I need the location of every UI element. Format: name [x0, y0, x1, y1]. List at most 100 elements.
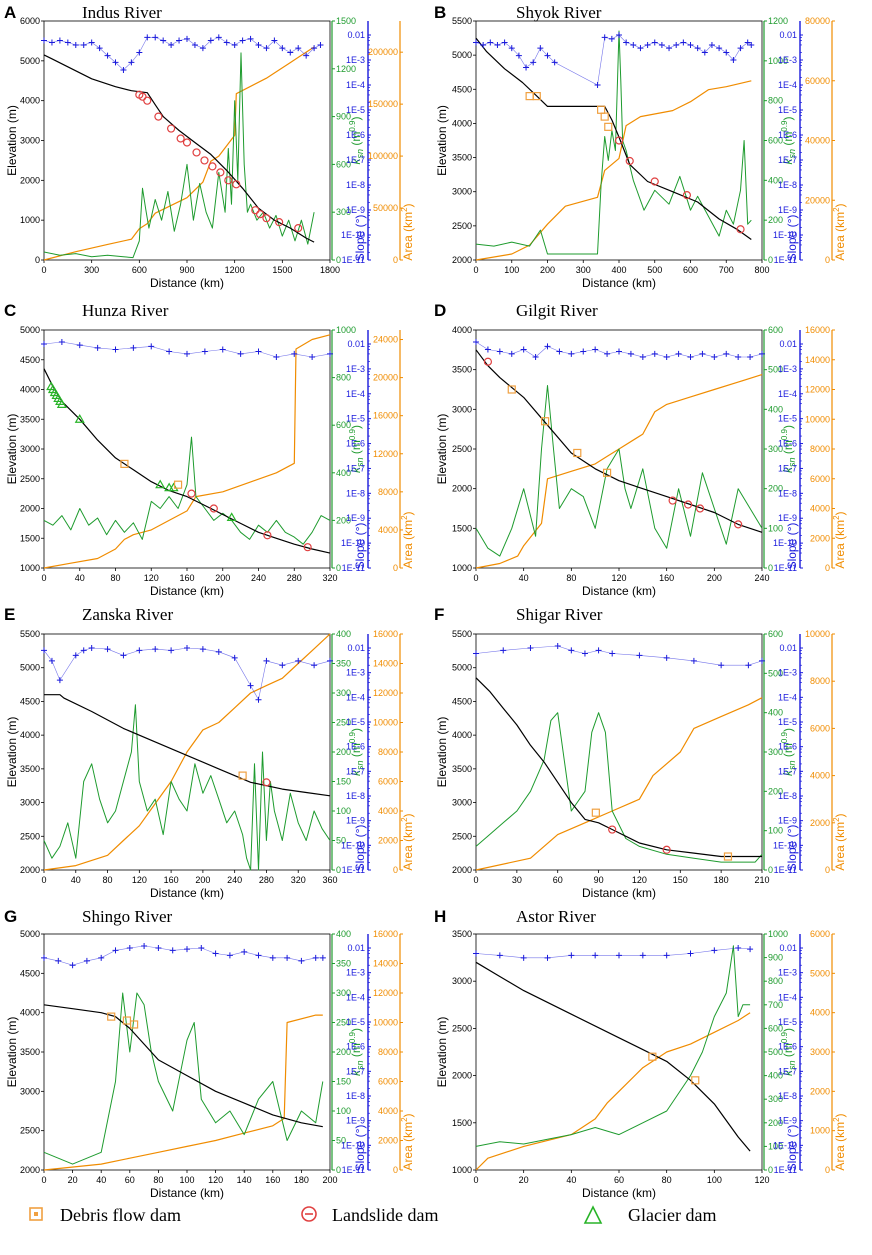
slope-point: [198, 945, 205, 951]
slope-point: [544, 954, 551, 961]
x-tick-label: 0: [473, 1175, 478, 1185]
ksn-tick-label: 1500: [336, 16, 356, 26]
area-tick-label: 0: [825, 255, 830, 265]
x-tick-label: 80: [662, 1175, 672, 1185]
panel-title: Shigar River: [516, 605, 603, 624]
elev-tick-label: 1500: [452, 523, 472, 533]
debris-dam-marker: [591, 808, 600, 817]
elev-tick-label: 2500: [20, 831, 40, 841]
slope-point: [96, 45, 103, 52]
ksn-sub: sn: [787, 760, 797, 770]
slope-point: [241, 948, 248, 955]
area-tick-label: 4000: [810, 771, 830, 781]
elev-tick-label: 2500: [452, 221, 472, 231]
area-series-line: [475, 374, 763, 569]
area-tick-label: 6000: [810, 929, 830, 939]
slope-point: [496, 952, 503, 959]
x-tick-label: 180: [714, 875, 729, 885]
x-tick-label: 40: [566, 1175, 576, 1185]
slope-tick-label: 1E-3: [778, 364, 797, 374]
slope-point: [604, 350, 611, 357]
area-tick-label: 0: [393, 865, 398, 875]
panel-a: A Indus River 0 300 600 900 1200 1500 1800 Distan…: [4, 3, 415, 290]
slope-tick-label: 0.01: [347, 30, 365, 40]
elevation-series-line: [43, 1004, 323, 1128]
slope-point: [120, 66, 127, 73]
ksn-unit-sup: 0.9: [348, 120, 357, 132]
slope-point: [718, 662, 725, 669]
slope-point: [279, 45, 286, 52]
landslide-dam-marker: [216, 168, 225, 177]
x-tick-label: 100: [179, 1175, 194, 1185]
landslide-dam-marker: [255, 210, 265, 219]
ksn-unit-sup: 0.9: [780, 428, 789, 440]
area-tick-label: 0: [825, 1165, 830, 1175]
legend: Debris flow dam Landslide dam Glacier da…: [29, 1205, 716, 1225]
slope-point: [48, 39, 55, 46]
area-tick-label: 40000: [805, 136, 830, 146]
area-tick-label: 2000: [810, 1086, 830, 1096]
slope-point: [508, 45, 515, 52]
slope-point: [168, 647, 175, 654]
elev-tick-label: 2000: [452, 1071, 472, 1081]
slope-point: [636, 652, 643, 659]
landslide-dam-marker: [224, 176, 233, 185]
x-tick-label: 200: [322, 1175, 337, 1185]
slope-point: [255, 348, 262, 355]
landslide-dam-marker: [294, 224, 303, 233]
ksn-unit-end: ): [349, 1028, 363, 1032]
landslide-dam-marker: [209, 504, 218, 513]
elev-tick-label: 5000: [20, 929, 40, 939]
panel-title: Indus River: [82, 3, 162, 22]
slope-point: [112, 59, 119, 66]
slope-point: [263, 657, 270, 664]
slope-point: [748, 41, 755, 48]
slope-point: [651, 350, 658, 357]
slope-point: [530, 59, 537, 66]
ksn-unit-sup: 0.9: [780, 731, 789, 743]
ksn-tick-label: 100: [768, 523, 783, 533]
slope-point: [663, 654, 670, 661]
debris-dam-marker: [122, 1016, 132, 1025]
ksn-unit-end: ): [781, 1028, 795, 1032]
landslide-dam-marker: [614, 136, 624, 145]
area-tick-label: 4000: [810, 504, 830, 514]
ksn-unit-end: ): [349, 728, 363, 732]
landslide-marker: [301, 1206, 317, 1222]
slope-point: [58, 339, 65, 346]
slope-point: [699, 350, 706, 357]
elev-tick-label: 5000: [20, 56, 40, 66]
slope-point: [616, 348, 622, 355]
slope-tick-label: 1E-6: [778, 439, 797, 449]
elev-tick-label: 0: [35, 255, 40, 265]
slope-axis-label: Slope (°): [785, 523, 799, 570]
slope-tick-label: 1E-8: [778, 180, 797, 190]
legend-label-landslide: Landslide dam: [332, 1205, 438, 1225]
ksn-unit-end: ): [349, 425, 363, 429]
slope-tick-label: 1E-11: [774, 1165, 797, 1175]
x-tick-label: 500: [647, 265, 662, 275]
slope-tick-label: 0.01: [779, 943, 797, 953]
slope-tick-label: 1E-5: [778, 414, 797, 424]
debris-dam-marker: [723, 852, 733, 861]
landslide-dam-marker: [682, 191, 692, 200]
area-tick-label: 14000: [805, 355, 830, 365]
ksn-unit-end: ): [781, 728, 795, 732]
x-tick-label: 100: [504, 265, 519, 275]
slope-point: [104, 52, 111, 59]
ksn-unit: (m: [781, 743, 795, 760]
ksn-tick-label: 600: [768, 1023, 783, 1033]
elev-tick-label: 2500: [20, 1126, 40, 1136]
slope-point: [126, 945, 133, 951]
plot-frame: [43, 633, 331, 871]
slope-point: [311, 45, 318, 52]
panel-letter: G: [4, 907, 17, 926]
elevation-series-line: [43, 54, 315, 243]
ksn-tick-label: 900: [336, 112, 351, 122]
debris-dam-marker: [600, 112, 609, 121]
area-tick-label: 2000: [378, 836, 398, 846]
slope-point: [191, 41, 198, 48]
slope-tick-label: 1E-11: [774, 255, 797, 265]
area-axis-label: Area (km2): [832, 1113, 847, 1170]
